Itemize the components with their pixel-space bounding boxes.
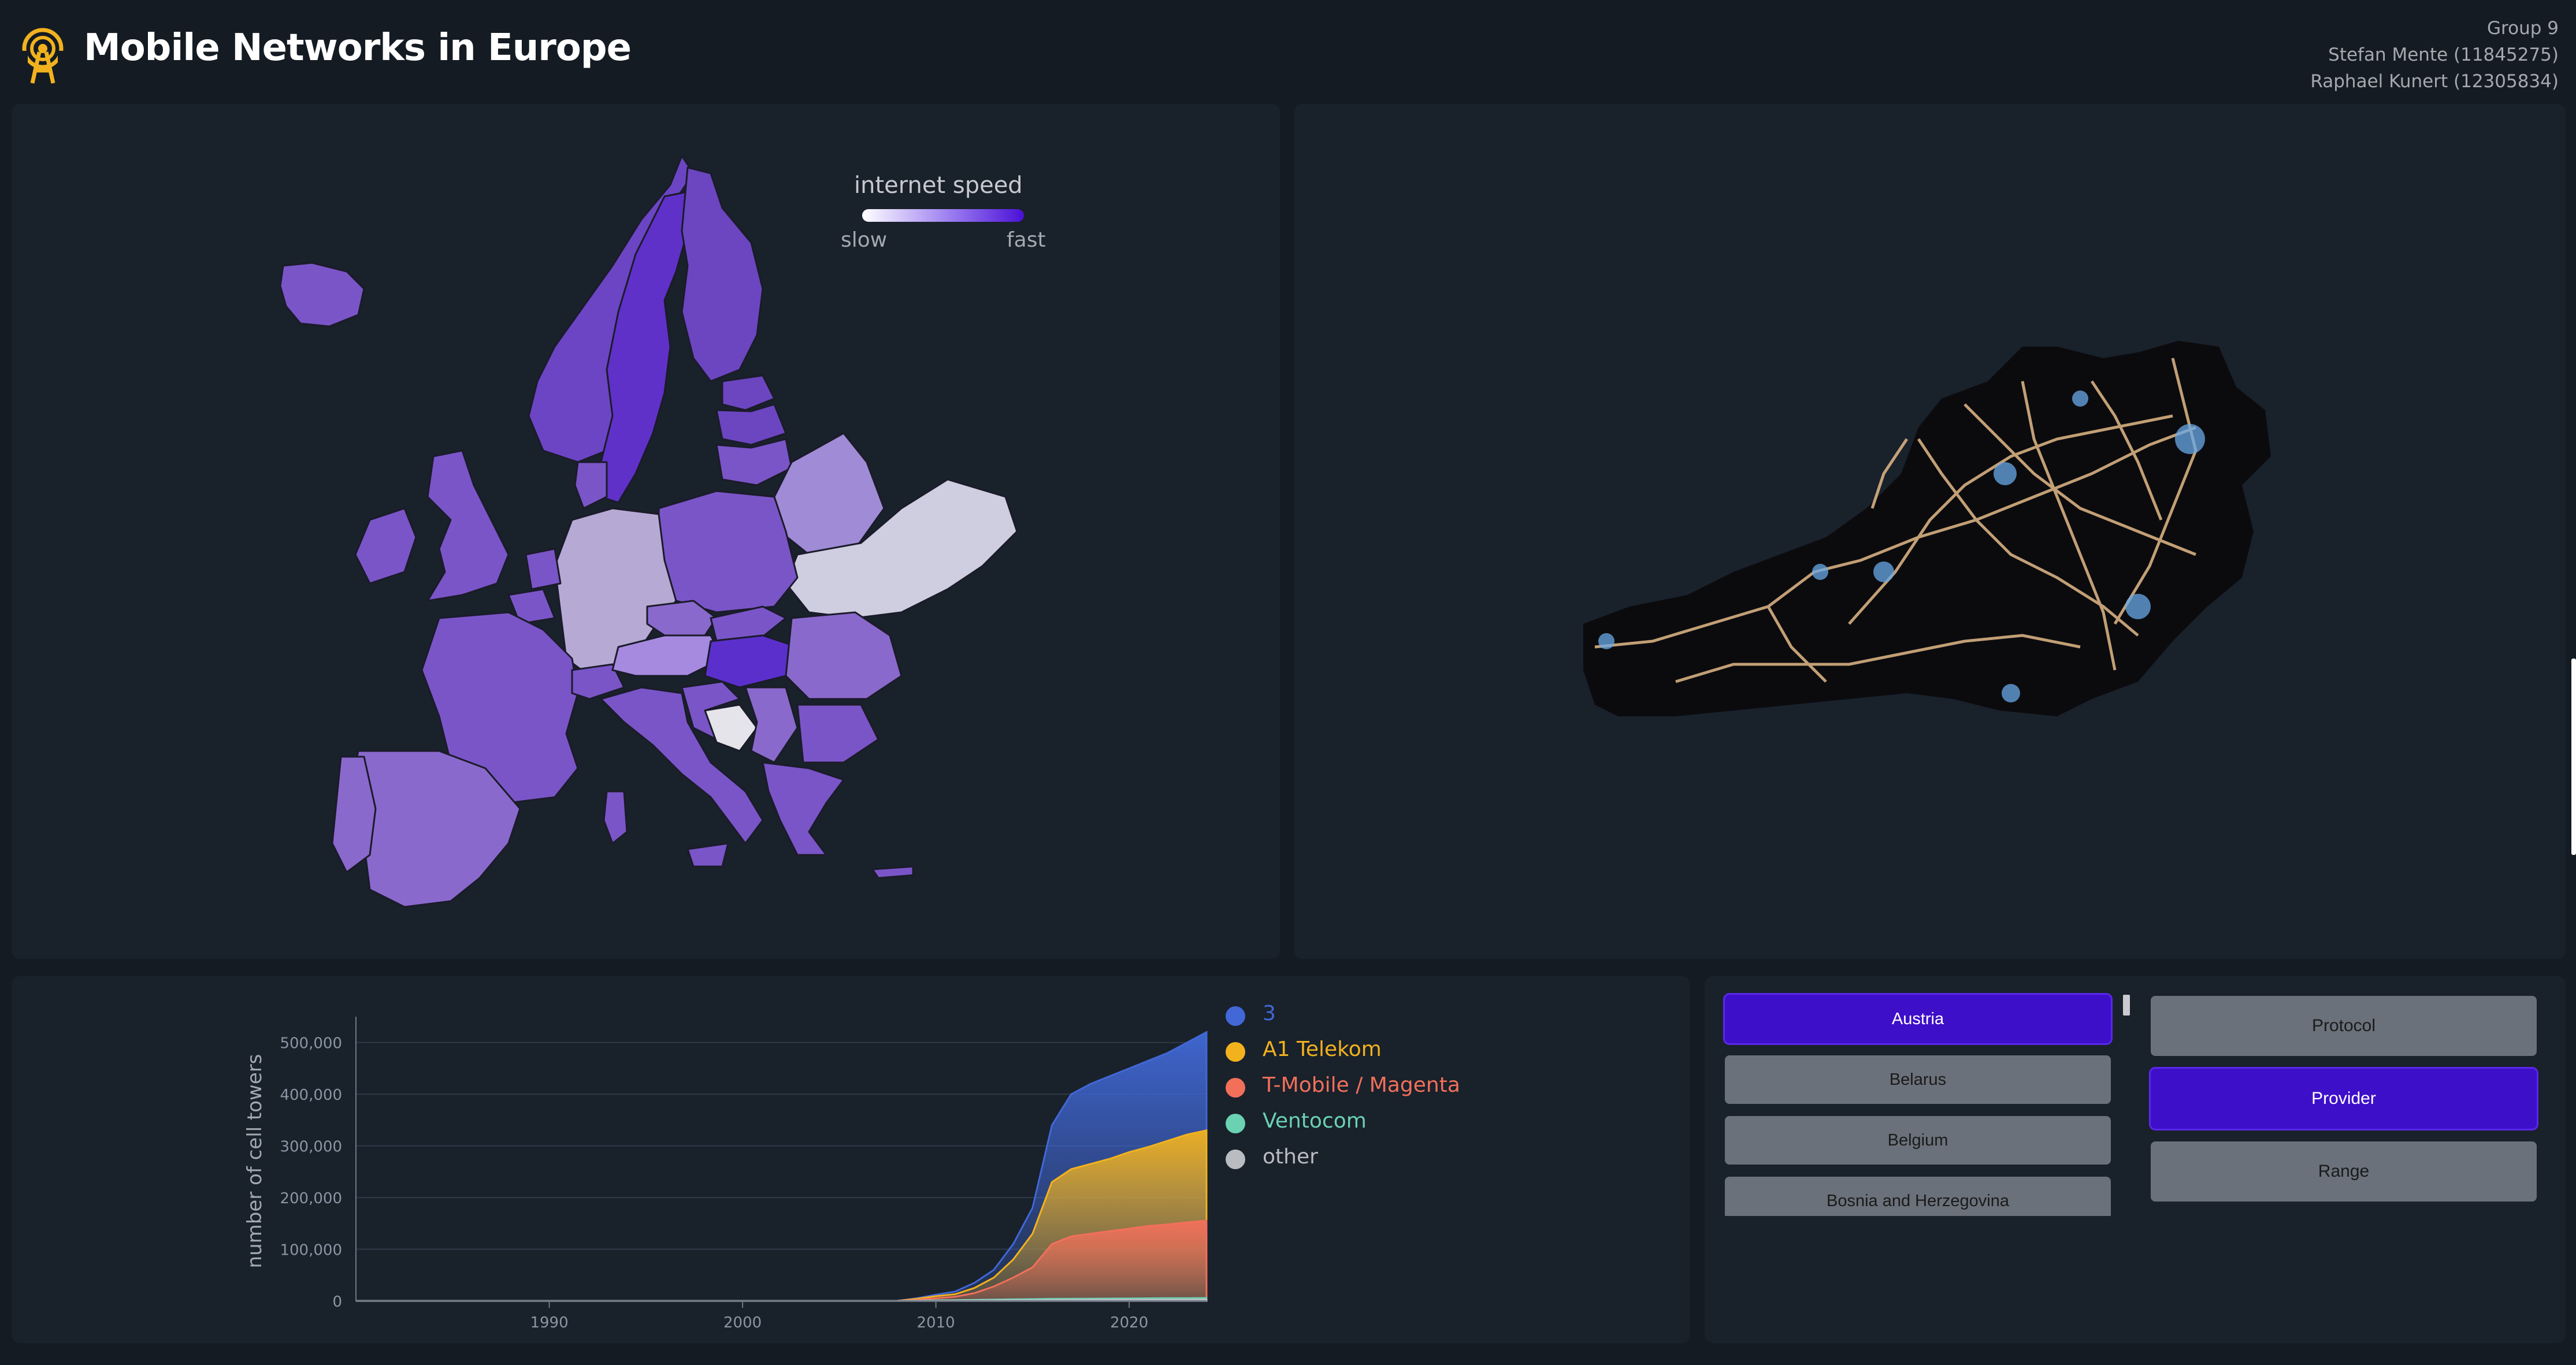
- page-title: Mobile Networks in Europe: [84, 27, 632, 69]
- mode-button-provider[interactable]: Provider: [2151, 1069, 2537, 1129]
- chart-y-tick-label: 400,000: [280, 1087, 342, 1104]
- legend-dot-icon: [1226, 1150, 1245, 1169]
- chart-x-tick-label: 2020: [1110, 1314, 1148, 1331]
- legend-label: A1 Telekom: [1263, 1037, 1382, 1061]
- legend-label: Ventocom: [1263, 1109, 1367, 1133]
- legend-dot-icon: [1226, 1042, 1245, 1062]
- chart-x-tick-label: 1990: [530, 1314, 568, 1331]
- country-button-austria[interactable]: Austria: [1725, 995, 2111, 1043]
- map-legend-fast: fast: [1007, 228, 1046, 252]
- chart-y-tick-label: 200,000: [280, 1190, 342, 1207]
- country-button-belgium[interactable]: Belgium: [1725, 1116, 2111, 1165]
- credit-author-2: Raphael Kunert (12305834): [2310, 71, 2559, 92]
- chart-y-axis-label: number of cell towers: [243, 1054, 266, 1269]
- chart-area-t-mobile-magenta: [356, 1219, 1208, 1302]
- chart-y-tick-label: 100,000: [280, 1242, 342, 1259]
- map-legend-slow: slow: [841, 228, 888, 252]
- chart-y-tick-label: 0: [332, 1293, 342, 1311]
- credit-group: Group 9: [2487, 18, 2559, 39]
- country-button-belarus[interactable]: Belarus: [1725, 1055, 2111, 1104]
- credits: Group 9 Stefan Mente (11845275) Raphael …: [2310, 15, 2559, 95]
- mode-button-protocol[interactable]: Protocol: [2151, 996, 2537, 1056]
- chart-axes: 0 100,000 200,000 300,000 400,000 500,000 1990…: [280, 1017, 1207, 1331]
- legend-label: T-Mobile / Magenta: [1263, 1073, 1460, 1097]
- country-list[interactable]: Austria Belarus Belgium Bosnia and Herze…: [1710, 985, 2126, 1216]
- credit-author-1: Stefan Mente (11845275): [2328, 44, 2559, 65]
- country-button-bosnia[interactable]: Bosnia and Herzegovina: [1725, 1177, 2111, 1216]
- legend-dot-icon: [1226, 1114, 1245, 1133]
- scrollbar-handle[interactable]: [2571, 659, 2576, 855]
- legend-dot-icon: [1226, 1078, 1245, 1098]
- chart-panel: [12, 976, 1690, 1343]
- mode-button-range[interactable]: Range: [2151, 1141, 2537, 1202]
- map-legend-title: internet speed: [854, 172, 1023, 199]
- chart-axis-lines: [355, 1017, 1207, 1301]
- chart-areas: [356, 1031, 1208, 1302]
- legend-label: other: [1263, 1145, 1318, 1169]
- app-header: Mobile Networks in Europe Group 9 Stefan…: [0, 0, 2576, 98]
- chart-y-tick-label: 500,000: [280, 1035, 342, 1052]
- antenna-icon: [20, 28, 66, 84]
- legend-dot-icon: [1226, 1006, 1245, 1026]
- map-legend-gradient: [862, 209, 1024, 222]
- country-list-scrollbar[interactable]: [2123, 995, 2130, 1016]
- chart-y-tick-label: 300,000: [280, 1139, 342, 1156]
- chart-x-tick-label: 2000: [723, 1314, 762, 1331]
- legend-label: 3: [1263, 1002, 1276, 1025]
- chart-x-tick-label: 2010: [917, 1314, 955, 1331]
